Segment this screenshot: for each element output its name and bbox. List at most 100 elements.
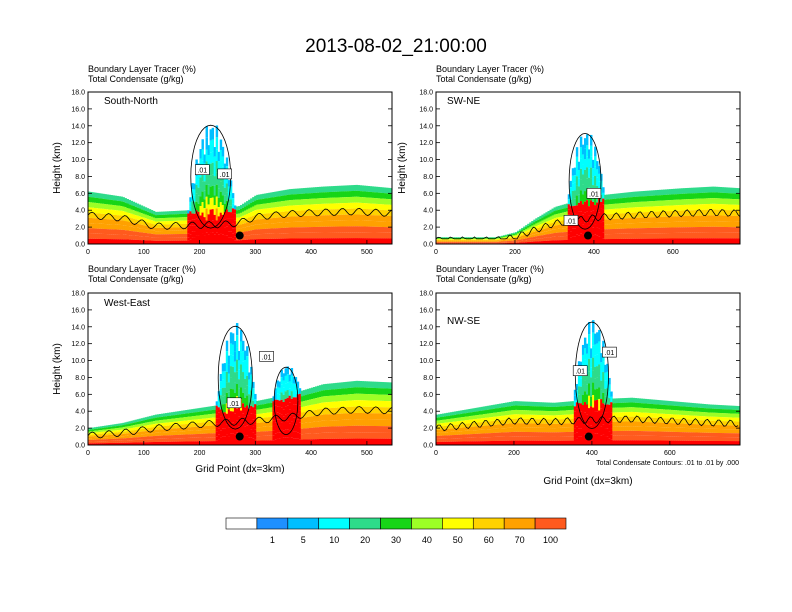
field-cell: [302, 423, 306, 429]
field-cell: [367, 438, 371, 445]
field-cell: [211, 185, 215, 198]
field-cell: [444, 237, 447, 238]
field-cell: [551, 229, 554, 234]
field-cell: [379, 238, 383, 244]
field-cell: [191, 437, 194, 442]
field-cell: [128, 199, 131, 205]
field-cell: [699, 209, 702, 216]
field-cell: [646, 233, 650, 239]
field-cell: [128, 428, 131, 431]
field-cell: [488, 237, 492, 239]
field-cell: [351, 238, 354, 244]
field-cell: [679, 221, 682, 228]
field-cell: [685, 238, 688, 244]
field-cell: [648, 227, 652, 234]
field-cell: [187, 220, 190, 224]
field-cell: [636, 228, 640, 234]
field-cell: [361, 432, 365, 439]
field-cell: [341, 214, 344, 221]
field-cell: [500, 240, 504, 242]
field-cell: [292, 205, 296, 211]
field-cell: [150, 433, 154, 437]
field-cell: [608, 219, 611, 225]
field-cell: [662, 205, 666, 212]
field-cell: [737, 227, 740, 233]
field-cell: [96, 192, 99, 198]
field-cell: [500, 239, 504, 241]
field-cell: [703, 198, 706, 205]
field-cell: [92, 223, 95, 229]
field-cell: [577, 194, 581, 203]
field-cell: [341, 191, 344, 198]
field-cell: [729, 221, 733, 228]
field-cell: [535, 218, 538, 221]
field-cell: [233, 232, 237, 237]
field-cell: [211, 209, 215, 221]
field-cell: [456, 431, 459, 435]
x-tick-label: 400: [305, 450, 317, 457]
field-cell: [725, 210, 729, 216]
field-cell: [227, 231, 231, 238]
field-cell: [450, 241, 453, 242]
field-cell: [363, 393, 367, 401]
field-cell: [169, 227, 172, 231]
field-cell: [600, 180, 603, 188]
field-cell: [219, 181, 223, 192]
field-cell: [152, 214, 156, 218]
field-cell: [197, 408, 200, 412]
field-cell: [327, 186, 330, 193]
field-cell: [327, 226, 330, 233]
field-cell: [521, 239, 524, 241]
field-cell: [327, 238, 330, 244]
field-cell: [549, 230, 552, 234]
field-cell: [450, 237, 453, 239]
field-cell: [272, 228, 275, 234]
field-cell: [296, 221, 300, 228]
field-cell: [478, 418, 481, 423]
field-cell: [108, 431, 111, 434]
field-cell: [697, 238, 700, 244]
field-cell: [134, 434, 138, 438]
field-cell: [454, 241, 457, 242]
field-cell: [306, 405, 310, 412]
field-cell: [472, 239, 475, 240]
field-cell: [369, 387, 373, 395]
field-cell: [205, 433, 208, 438]
field-cell: [331, 420, 334, 427]
field-cell: [242, 211, 245, 216]
field-cell: [284, 206, 288, 212]
field-cell: [567, 224, 571, 230]
field-cell: [343, 232, 346, 239]
field-cell: [656, 222, 660, 228]
field-cell: [373, 387, 377, 395]
field-cell: [695, 198, 698, 205]
field-cell: [496, 241, 500, 242]
field-cell: [660, 195, 664, 201]
field-cell: [312, 427, 316, 434]
y-tick-label: 2.0: [75, 426, 85, 433]
field-cell: [235, 347, 239, 360]
field-cell: [343, 214, 346, 221]
field-cell: [167, 435, 170, 439]
field-cell: [543, 231, 546, 235]
field-cell: [169, 221, 172, 225]
field-cell: [687, 193, 690, 200]
field-cell: [541, 217, 544, 221]
field-cell: [533, 226, 536, 230]
field-cell: [341, 413, 344, 420]
field-cell: [638, 196, 642, 202]
field-cell: [278, 238, 281, 244]
field-cell: [187, 430, 190, 435]
field-cell: [140, 236, 144, 241]
field-cell: [500, 237, 504, 239]
field-cell: [136, 231, 140, 236]
field-cell: [478, 241, 481, 243]
field-cell: [290, 199, 294, 206]
field-cell: [339, 413, 342, 420]
field-cell: [240, 341, 243, 353]
field-cell: [513, 240, 516, 242]
field-cell: [254, 210, 257, 216]
field-cell: [185, 217, 188, 221]
field-cell: [278, 394, 281, 401]
field-cell: [169, 415, 172, 419]
